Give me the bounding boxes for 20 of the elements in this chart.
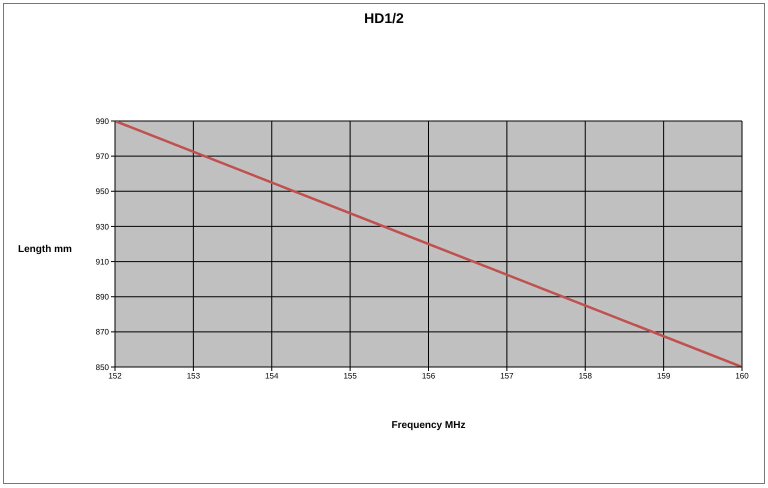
y-tick-label: 850 — [96, 362, 110, 372]
y-tick-label: 990 — [96, 116, 110, 126]
x-tick-label: 156 — [422, 372, 436, 381]
y-tick-label: 950 — [96, 187, 110, 196]
x-tick-label: 160 — [735, 372, 750, 381]
x-tick-label: 153 — [186, 372, 201, 381]
x-tick-label: 158 — [578, 372, 592, 381]
y-tick-label: 910 — [96, 257, 110, 266]
x-tick-label: 157 — [500, 372, 514, 381]
y-tick-label: 970 — [96, 152, 110, 161]
y-tick-label: 930 — [96, 222, 110, 232]
x-tick-label: 159 — [656, 372, 671, 381]
y-tick-label: 890 — [96, 292, 110, 302]
y-tick-label: 870 — [96, 328, 110, 337]
chart-title: HD1/2 — [363, 10, 405, 26]
x-tick-label: 155 — [343, 372, 358, 381]
x-tick-label: 154 — [265, 372, 279, 381]
x-axis-title: Frequency MHz — [390, 420, 466, 431]
x-tick-label: 152 — [108, 372, 122, 381]
y-axis-title: Length mm — [18, 244, 72, 255]
